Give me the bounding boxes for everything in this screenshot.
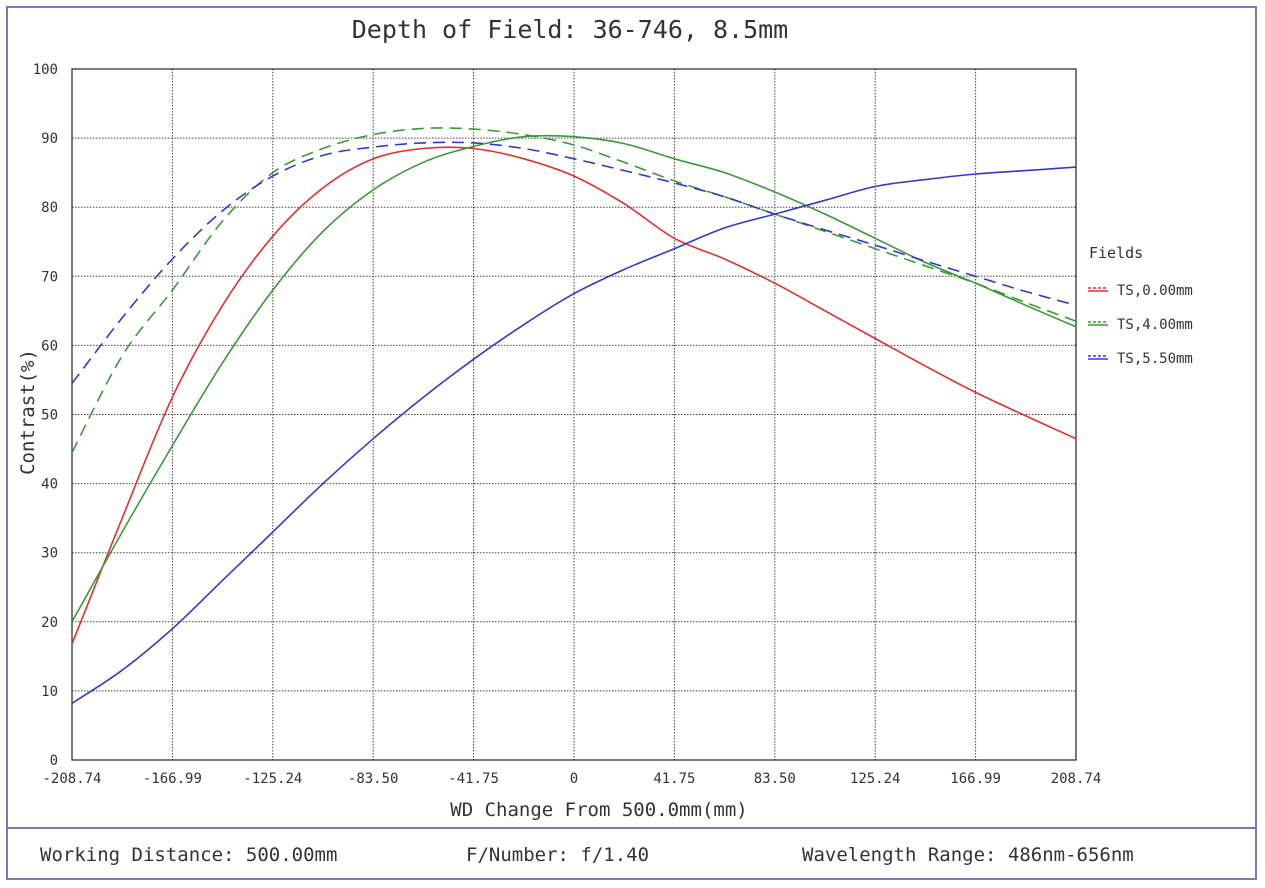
series-line-3 bbox=[71, 166, 1077, 704]
legend-label: TS,0.00mm bbox=[1117, 283, 1193, 299]
y-tick-label: 40 bbox=[41, 477, 58, 493]
x-tick-labels: -208.74 -166.99 -125.24 -83.50 -41.75 0 41.75 8… bbox=[42, 771, 1101, 787]
x-tick-label: 0 bbox=[570, 771, 578, 787]
series-line-4 bbox=[71, 141, 1077, 384]
x-tick-label: -166.99 bbox=[143, 771, 202, 787]
x-tick-label: 83.50 bbox=[754, 771, 796, 787]
x-axis-label: WD Change From 500.0mm(mm) bbox=[450, 799, 747, 821]
legend-label: TS,5.50mm bbox=[1117, 351, 1193, 367]
y-tick-label: 90 bbox=[41, 131, 58, 147]
x-tick-label: -41.75 bbox=[448, 771, 499, 787]
y-tick-label: 100 bbox=[33, 62, 58, 78]
working-distance-text: Working Distance: 500.00mm bbox=[40, 844, 338, 866]
y-tick-label: 50 bbox=[41, 408, 58, 424]
series-line-0 bbox=[71, 146, 1077, 645]
x-tick-label: -208.74 bbox=[42, 771, 101, 787]
plot-border bbox=[71, 68, 1077, 761]
series-line-1 bbox=[71, 134, 1077, 623]
x-tick-label: 125.24 bbox=[850, 771, 901, 787]
y-axis-label: Contrast(%) bbox=[17, 349, 39, 475]
chart-title: Depth of Field: 36-746, 8.5mm bbox=[352, 15, 789, 44]
x-tick-label: -83.50 bbox=[348, 771, 399, 787]
legend-label: TS,4.00mm bbox=[1117, 317, 1193, 333]
grid bbox=[72, 69, 1076, 760]
x-tick-label: -125.24 bbox=[243, 771, 302, 787]
legend-title: Fields bbox=[1089, 244, 1143, 262]
y-tick-label: 0 bbox=[50, 753, 58, 769]
y-tick-label: 30 bbox=[41, 546, 58, 562]
series-layer bbox=[71, 127, 1077, 704]
y-tick-label: 20 bbox=[41, 615, 58, 631]
y-tick-label: 60 bbox=[41, 338, 58, 354]
chart-frame bbox=[6, 6, 1257, 880]
x-tick-label: 208.74 bbox=[1051, 771, 1102, 787]
y-tick-labels: 0 10 20 30 40 50 60 70 80 90 100 bbox=[33, 62, 58, 769]
series-line-2 bbox=[71, 127, 1077, 453]
footer-divider bbox=[6, 827, 1257, 829]
x-tick-label: 41.75 bbox=[653, 771, 695, 787]
wavelength-range-text: Wavelength Range: 486nm-656nm bbox=[802, 844, 1134, 866]
y-tick-label: 10 bbox=[41, 684, 58, 700]
y-tick-label: 80 bbox=[41, 200, 58, 216]
legend: Fields TS,0.00mm TS,4.00mm TS,5.50mm bbox=[1088, 244, 1193, 367]
y-tick-label: 70 bbox=[41, 269, 58, 285]
f-number-text: F/Number: f/1.40 bbox=[466, 844, 650, 866]
x-tick-label: 166.99 bbox=[950, 771, 1001, 787]
